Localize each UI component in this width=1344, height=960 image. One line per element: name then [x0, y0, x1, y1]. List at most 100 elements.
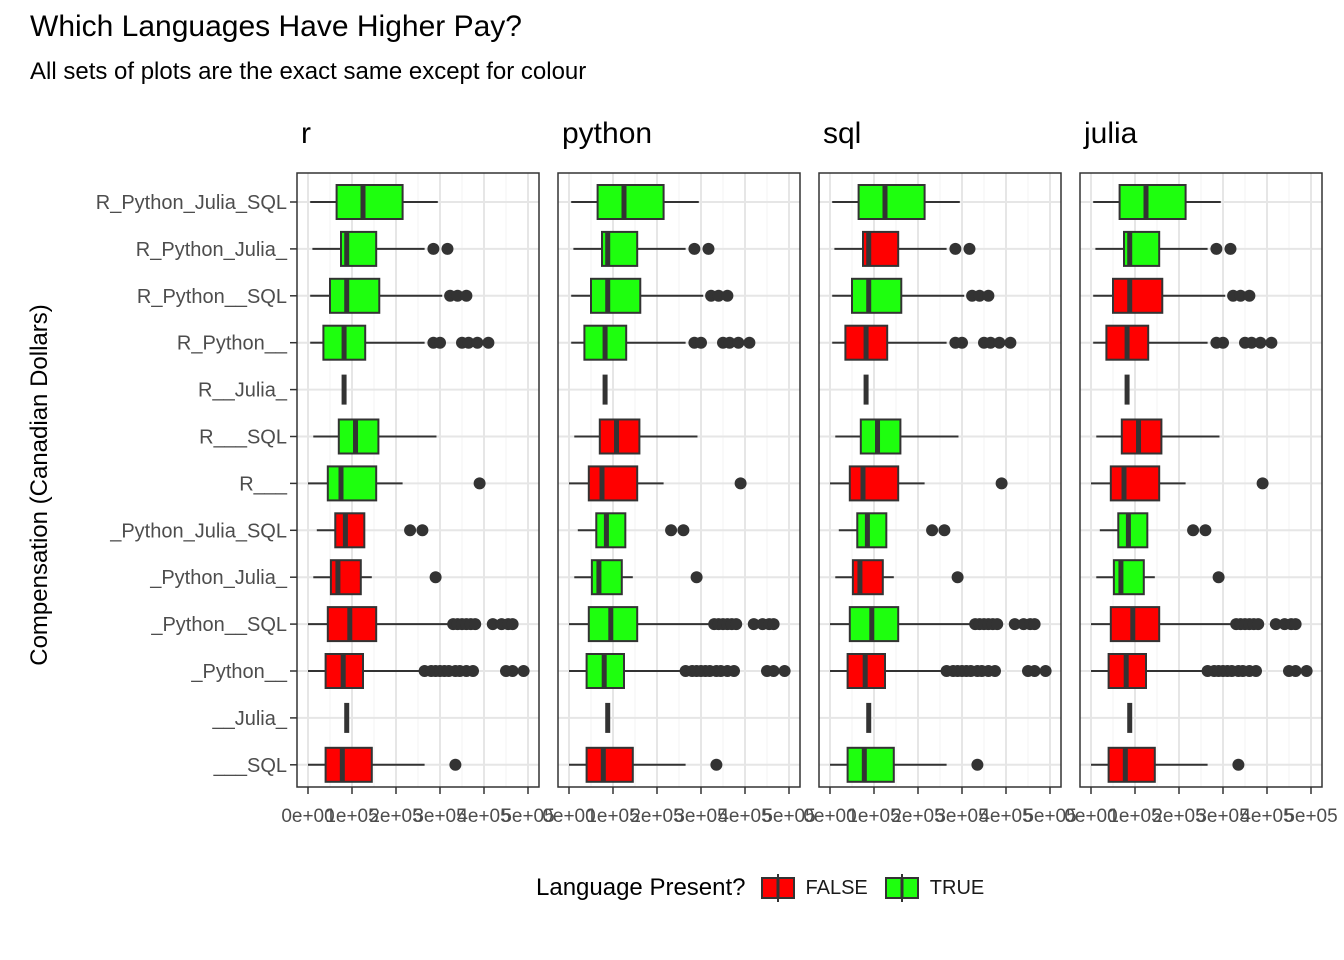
- y-tick-label: R_Python__SQL: [137, 286, 287, 308]
- box-python-7: [595, 512, 627, 549]
- facet-label-r: r: [301, 117, 311, 150]
- outlier-point: [1224, 242, 1237, 255]
- box-julia-7: [1117, 512, 1149, 549]
- outlier-point: [486, 618, 499, 631]
- outlier-point: [1300, 665, 1313, 677]
- outlier-point: [1252, 618, 1265, 631]
- outlier-point: [963, 242, 976, 255]
- outlier-point: [743, 336, 756, 349]
- x-tick-label: 3e+05: [1196, 806, 1249, 827]
- outlier-point: [1232, 758, 1245, 771]
- x-tick-label: 5e+05: [501, 806, 554, 827]
- x-tick-label: 5e+05: [1284, 806, 1337, 827]
- outlier-point: [690, 571, 703, 584]
- outlier-point: [1256, 477, 1269, 490]
- outlier-point: [778, 665, 791, 677]
- y-tick-label: R__Julia_: [198, 380, 288, 402]
- outlier-point: [451, 289, 464, 302]
- outlier-point: [1234, 289, 1247, 302]
- outlier-point: [429, 571, 442, 584]
- y-tick-label: R_Python_Julia_: [136, 239, 288, 261]
- outlier-point: [506, 618, 519, 631]
- facet-label-python: python: [562, 117, 652, 150]
- box-r-2: [329, 277, 381, 314]
- outlier-point: [702, 242, 715, 255]
- panel-border-r: [296, 172, 540, 788]
- chart-title: Which Languages Have Higher Pay?: [30, 10, 522, 43]
- boxplot-chart: r0e+001e+052e+053e+054e+055e+05python0e+…: [96, 117, 1338, 827]
- outlier-point: [482, 336, 495, 349]
- x-tick-label: 0e+00: [1064, 806, 1117, 827]
- y-tick-label: _Python__SQL: [150, 614, 287, 636]
- x-tick-label: 3e+05: [413, 806, 466, 827]
- outlier-point: [956, 336, 968, 349]
- outlier-point: [1210, 242, 1223, 255]
- x-tick-label: 4e+05: [718, 806, 771, 827]
- outlier-point: [991, 618, 1004, 631]
- outlier-point: [462, 336, 475, 349]
- x-tick-label: 0e+00: [281, 806, 334, 827]
- box-r-5: [337, 418, 380, 455]
- outlier-point: [734, 477, 747, 490]
- x-tick-label: 2e+05: [891, 806, 944, 827]
- outlier-point: [989, 665, 1001, 677]
- outlier-point: [712, 289, 725, 302]
- outlier-point: [730, 618, 743, 631]
- box-sql-6: [848, 465, 900, 502]
- box-r-12: [324, 746, 373, 783]
- y-tick-label: _Python_Julia_: [149, 567, 288, 589]
- y-tick-label: _Python__: [190, 661, 288, 683]
- outlier-point: [767, 618, 780, 631]
- facet-label-sql: sql: [823, 117, 861, 150]
- outlier-point: [728, 665, 740, 677]
- x-tick-label: 4e+05: [1240, 806, 1293, 827]
- box-python-8: [590, 559, 623, 596]
- x-tick-label: 1e+05: [586, 806, 639, 827]
- outlier-point: [1289, 618, 1302, 631]
- box-r-7: [334, 512, 366, 549]
- outlier-point: [473, 477, 486, 490]
- outlier-point: [938, 524, 951, 537]
- facet-label-julia: julia: [1083, 117, 1138, 150]
- outlier-point: [1028, 618, 1041, 631]
- box-python-6: [587, 465, 639, 502]
- box-sql-7: [856, 512, 888, 549]
- box-julia-5: [1120, 418, 1163, 455]
- x-tick-label: 0e+00: [803, 806, 856, 827]
- box-sql-2: [851, 277, 903, 314]
- outlier-point: [1008, 618, 1021, 631]
- x-tick-label: 2e+05: [630, 806, 683, 827]
- x-tick-label: 1e+05: [325, 806, 378, 827]
- outlier-point: [1199, 524, 1212, 537]
- outlier-point: [1265, 336, 1278, 349]
- outlier-point: [1217, 336, 1229, 349]
- outlier-point: [1254, 336, 1267, 349]
- outlier-point: [404, 524, 417, 537]
- outlier-point: [984, 336, 997, 349]
- legend-key-false: [760, 874, 796, 902]
- x-tick-label: 0e+00: [542, 806, 595, 827]
- outlier-point: [1187, 524, 1200, 537]
- chart-subtitle: All sets of plots are the exact same exc…: [30, 58, 587, 85]
- x-tick-label: 5e+05: [762, 806, 815, 827]
- panel-border-sql: [818, 172, 1062, 788]
- box-r-8: [329, 559, 362, 596]
- legend: Language Present? FALSE TRUE: [536, 874, 1000, 902]
- y-tick-label: _Python_Julia_SQL: [109, 520, 287, 542]
- panel-border-julia: [1079, 172, 1323, 788]
- outlier-point: [1269, 618, 1282, 631]
- legend-key-true: [884, 874, 920, 902]
- outlier-point: [467, 665, 479, 677]
- outlier-point: [1039, 665, 1052, 677]
- outlier-point: [441, 242, 454, 255]
- legend-label-true: TRUE: [929, 876, 985, 899]
- box-julia-8: [1112, 559, 1145, 596]
- x-tick-label: 1e+05: [847, 806, 900, 827]
- outlier-point: [1212, 571, 1225, 584]
- outlier-point: [688, 242, 701, 255]
- box-python-2: [590, 277, 642, 314]
- outlier-point: [469, 618, 482, 631]
- box-sql-12: [846, 746, 895, 783]
- outlier-point: [710, 758, 723, 771]
- box-julia-0: [1118, 184, 1187, 220]
